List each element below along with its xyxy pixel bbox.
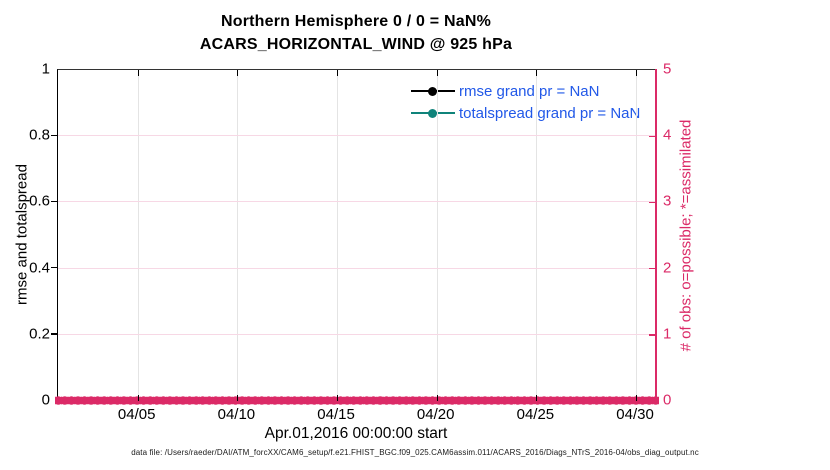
x-axis-title: Apr.01,2016 00:00:00 start (264, 425, 448, 442)
right-tick-label: 1 (663, 325, 672, 343)
legend-marker-dot (428, 108, 437, 118)
x-tick (237, 395, 239, 401)
x-tick-label: 04/20 (416, 406, 455, 423)
x-tick-label: 04/25 (516, 406, 555, 423)
legend-label: totalspread grand pr = NaN (459, 104, 641, 122)
chart-subtitle: ACARS_HORIZONTAL_WIND @ 925 hPa (199, 36, 513, 53)
left-axis-label: rmse and totalspread (13, 164, 31, 305)
x-tick (436, 395, 438, 401)
x-tick-top (237, 70, 239, 76)
left-tick (51, 134, 57, 137)
right-tick-label: 0 (663, 391, 672, 409)
data-file-path: data file: /Users/raeder/DAI/ATM_forcXX/… (131, 448, 699, 457)
legend-line-sample (411, 108, 455, 118)
right-tick (649, 201, 655, 204)
right-tick-label: 2 (663, 259, 672, 277)
horizontal-gridline (58, 135, 655, 137)
left-tick (51, 200, 57, 203)
obs-markers-band (55, 396, 659, 405)
legend-entry: rmse grand pr = NaN (411, 80, 640, 102)
legend-line-sample (411, 86, 455, 96)
right-axis-line (655, 69, 657, 401)
x-tick (337, 395, 339, 401)
vertical-gridline (536, 70, 538, 401)
x-tick-label: 04/10 (217, 406, 256, 423)
left-tick-label: 0 (41, 391, 50, 409)
plot-area: rmse grand pr = NaN totalspread grand pr … (55, 69, 659, 405)
legend-label: rmse grand pr = NaN (459, 82, 600, 100)
legend-marker-dot (428, 86, 437, 96)
left-tick (51, 267, 57, 269)
right-tick-label: 3 (663, 192, 672, 210)
right-tick (649, 135, 655, 138)
vertical-gridline (337, 70, 339, 401)
x-tick-label: 04/05 (117, 406, 156, 423)
chart-title: Northern Hemisphere 0 / 0 = NaN% (220, 13, 492, 30)
vertical-gridline (636, 70, 638, 401)
left-tick-label: 0.8 (29, 126, 50, 144)
x-tick-top (636, 70, 638, 76)
legend-entry: totalspread grand pr = NaN (411, 102, 640, 124)
right-tick (649, 268, 655, 270)
horizontal-gridline (58, 201, 655, 203)
left-tick (51, 333, 57, 335)
left-tick-label: 0.4 (29, 259, 50, 277)
x-tick-top (337, 70, 339, 76)
left-tick-label: 0.6 (29, 192, 50, 210)
right-tick-label: 5 (663, 60, 672, 78)
vertical-gridline (237, 70, 239, 401)
x-tick-top (137, 70, 139, 76)
x-tick-label: 04/30 (616, 406, 654, 423)
x-tick-label: 04/15 (317, 406, 355, 423)
vertical-gridline (436, 70, 438, 401)
x-tick (137, 395, 139, 401)
x-tick-top (536, 70, 538, 76)
x-tick-top (436, 70, 438, 76)
left-tick-label: 0.2 (29, 325, 50, 343)
right-axis-label: # of obs: o=possible; *=assimilated (677, 119, 695, 352)
vertical-gridline (137, 70, 139, 401)
x-tick (636, 395, 638, 401)
left-tick-label: 1 (41, 60, 50, 78)
horizontal-gridline (58, 267, 655, 269)
legend: rmse grand pr = NaN totalspread grand pr … (411, 80, 640, 124)
horizontal-gridline (58, 333, 655, 335)
right-tick-label: 4 (663, 126, 672, 144)
right-tick (649, 334, 655, 336)
x-tick (536, 395, 538, 401)
